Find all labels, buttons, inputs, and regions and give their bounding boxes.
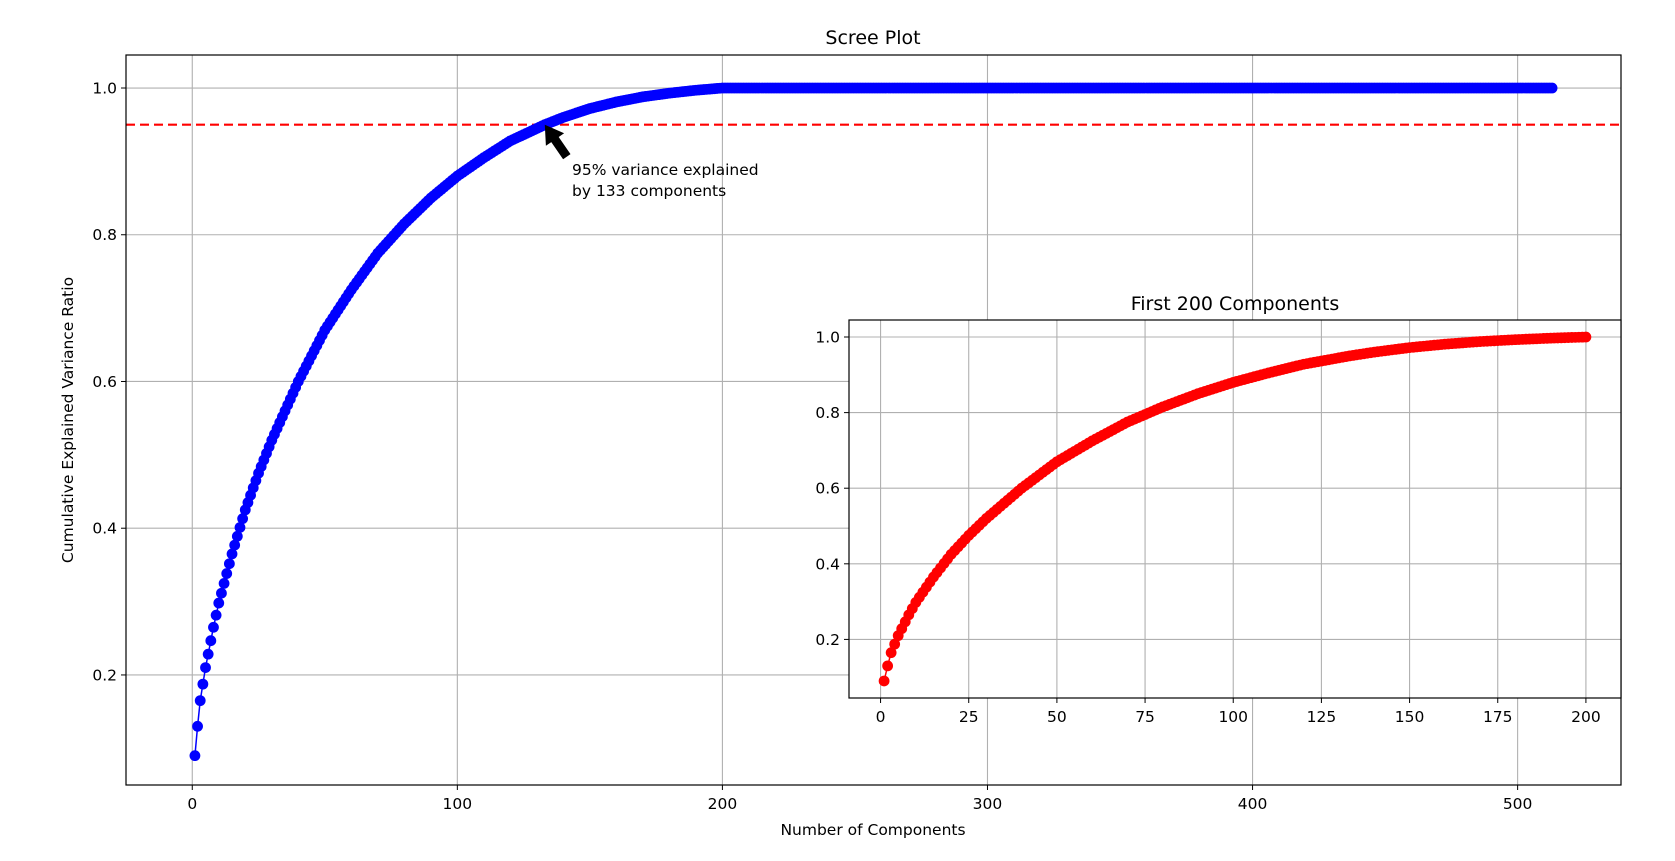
- inset-data-point: [889, 638, 901, 650]
- main-y-tick-label: 0.4: [92, 520, 117, 538]
- main-y-axis-label: Cumulative Explained Variance Ratio: [59, 277, 77, 563]
- main-data-point: [202, 648, 214, 660]
- inset-gridlines: [849, 320, 1621, 698]
- main-data-point: [221, 568, 233, 579]
- inset-data-point: [878, 675, 890, 687]
- annotation-arrow-icon: [544, 124, 571, 160]
- main-data-point: [234, 522, 246, 533]
- inset-x-tick-label: 50: [1047, 708, 1067, 726]
- main-data-point: [231, 530, 243, 542]
- inset-x-tick-label: 25: [959, 708, 979, 726]
- inset-x-tick-label: 200: [1571, 708, 1601, 726]
- main-x-tick-label: 0: [187, 795, 197, 813]
- main-data-point: [194, 695, 206, 707]
- inset-x-tick-label: 0: [876, 708, 886, 726]
- annotation-line-2: by 133 components: [572, 182, 726, 200]
- main-x-tick-label: 100: [443, 795, 473, 813]
- inset-plot-title: First 200 Components: [1131, 293, 1340, 315]
- main-data-point: [189, 750, 201, 762]
- inset-y-tick-label: 0.2: [815, 631, 840, 649]
- inset-plot-frame: [848, 319, 1622, 699]
- main-data-point: [226, 548, 238, 560]
- inset-y-ticks: 0.2 0.4 0.6 0.8 1.0: [815, 329, 849, 649]
- main-data-point: [192, 720, 203, 732]
- main-y-ticks: 0.2 0.4 0.6 0.8 1.0: [92, 80, 126, 684]
- main-x-axis-label: Number of Components: [780, 821, 965, 839]
- main-data-point: [208, 621, 219, 633]
- inset-x-tick-label: 100: [1218, 708, 1248, 726]
- main-x-tick-label: 200: [708, 795, 738, 813]
- inset-y-tick-label: 1.0: [815, 329, 840, 347]
- main-data-point: [237, 513, 249, 525]
- main-x-tick-label: 400: [1238, 795, 1268, 813]
- main-y-tick-label: 0.2: [92, 666, 117, 684]
- inset-data-point: [1580, 331, 1592, 343]
- inset-cumulative-variance-series: [878, 331, 1592, 687]
- inset-y-tick-label: 0.4: [815, 555, 840, 573]
- main-data-point: [197, 678, 209, 690]
- main-y-tick-label: 0.6: [92, 373, 117, 391]
- main-data-point: [1546, 82, 1558, 94]
- main-data-point: [213, 597, 225, 609]
- inset-y-tick-label: 0.6: [815, 480, 840, 498]
- inset-x-tick-label: 150: [1395, 708, 1425, 726]
- main-y-tick-label: 1.0: [92, 80, 117, 98]
- inset-data-point: [885, 647, 897, 659]
- main-data-point: [205, 635, 217, 647]
- main-data-point: [210, 609, 222, 621]
- main-plot-title: Scree Plot: [825, 27, 920, 49]
- main-data-point: [229, 539, 241, 551]
- main-x-ticks: 0 100 200 300 400 500: [187, 785, 1532, 813]
- inset-plot: 0 25 50 75 100 125 150 175 200 0.2 0.4 0.6 0.8 1.0 F…: [815, 293, 1622, 726]
- main-cumulative-variance-series: [189, 82, 1558, 762]
- main-y-tick-label: 0.8: [92, 226, 117, 244]
- annotation-text: 95% variance explained by 133 components: [572, 161, 764, 200]
- main-data-point: [223, 558, 235, 570]
- main-data-point: [218, 577, 230, 589]
- inset-y-tick-label: 0.8: [815, 404, 840, 422]
- main-data-point: [216, 587, 227, 599]
- inset-x-tick-label: 125: [1307, 708, 1337, 726]
- inset-x-ticks: 0 25 50 75 100 125 150 175 200: [876, 698, 1601, 726]
- inset-x-tick-label: 75: [1135, 708, 1155, 726]
- main-x-tick-label: 300: [973, 795, 1003, 813]
- main-x-tick-label: 500: [1503, 795, 1533, 813]
- annotation-line-1: 95% variance explained: [572, 161, 759, 179]
- main-data-point: [200, 662, 211, 674]
- inset-data-point: [882, 660, 894, 672]
- inset-x-tick-label: 175: [1483, 708, 1513, 726]
- annotation: 95% variance explained by 133 components: [544, 124, 764, 200]
